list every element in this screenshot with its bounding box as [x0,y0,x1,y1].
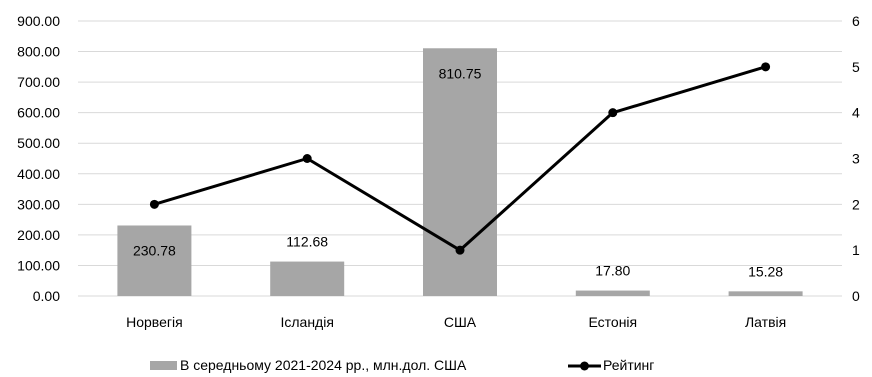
rating-point [455,245,465,255]
left-tick-label: 500.00 [17,135,60,151]
rating-point [608,108,618,118]
bar [270,261,345,296]
legend-line-marker [580,361,589,371]
category-label: Естонія [588,314,637,330]
right-tick-label: 3 [852,151,860,167]
right-tick-label: 4 [852,105,860,121]
bar-data-label: 17.80 [595,263,630,279]
right-tick-label: 6 [852,13,860,29]
legend-bar-swatch [150,361,177,370]
right-tick-label: 1 [852,242,860,258]
left-tick-label: 700.00 [17,74,60,90]
bar-data-label: 112.68 [286,234,328,250]
bar-data-label: 810.75 [439,65,482,81]
right-axis-ticks: 0 1 2 3 4 5 6 [852,13,860,304]
right-tick-label: 5 [852,59,860,75]
legend-line-label: Рейтинг [603,357,654,373]
legend: В середньому 2021-2024 рр., млн.дол. США… [150,357,654,373]
rating-point [302,154,312,163]
category-labels: Норвегія Ісландія США Естонія Латвія [126,314,786,330]
bar-data-labels: 230.78 112.68 810.75 17.80 15.28 [133,65,783,279]
rating-point [761,62,771,72]
category-label: Ісландія [280,314,333,330]
left-tick-label: 800.00 [17,44,60,60]
bar [728,291,803,296]
left-tick-label: 200.00 [17,227,60,243]
left-tick-label: 0.00 [33,288,60,304]
rating-point [149,199,159,209]
bar-data-label: 230.78 [133,242,176,258]
bar [575,290,650,296]
category-label: Норвегія [126,314,183,330]
left-tick-label: 300.00 [17,196,60,212]
bar-series [117,48,803,297]
left-tick-label: 600.00 [17,105,60,121]
category-label: Латвія [745,314,786,330]
legend-bar-label: В середньому 2021-2024 рр., млн.дол. США [180,357,467,373]
category-label: США [444,314,477,330]
bar-data-label: 15.28 [748,263,783,279]
bar [423,48,497,297]
line-series [149,62,771,255]
bar [117,225,192,296]
left-tick-label: 100.00 [17,257,60,273]
left-tick-label: 400.00 [17,166,60,182]
left-tick-label: 900.00 [17,13,60,29]
right-tick-label: 0 [852,288,860,304]
right-tick-label: 2 [852,196,860,212]
left-axis-ticks: 0.00 100.00 200.00 300.00 400.00 500.00 600.00… [17,13,60,304]
